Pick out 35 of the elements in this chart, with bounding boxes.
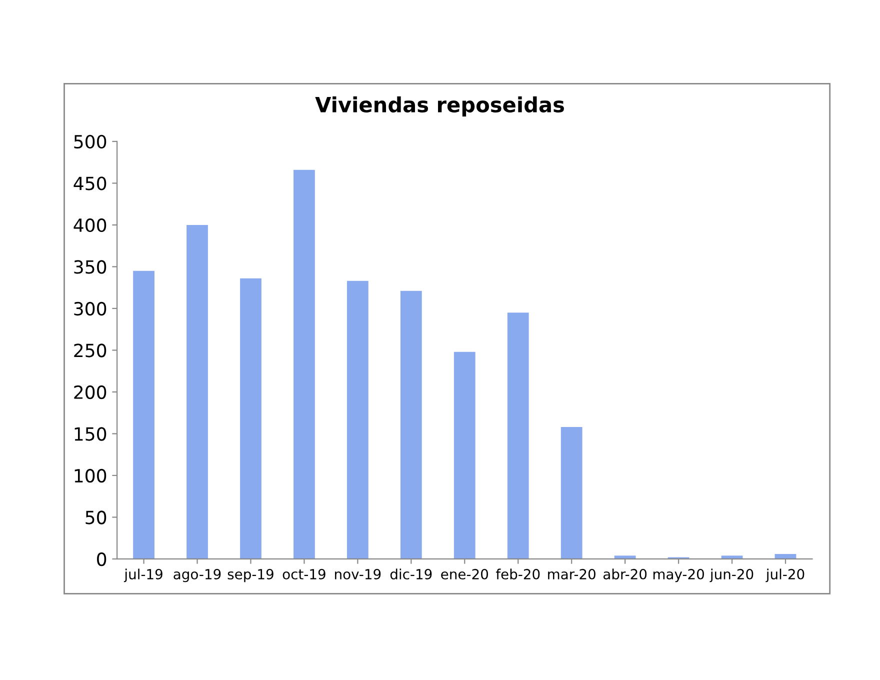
bar xyxy=(346,280,368,559)
bar xyxy=(507,312,529,559)
bar xyxy=(186,224,208,559)
chart-title: Viviendas reposeidas xyxy=(315,96,564,117)
bar xyxy=(294,170,315,559)
x-tick-label: jul-19 xyxy=(124,568,162,582)
x-tick-label: may-20 xyxy=(653,568,704,582)
y-tick-label: 150 xyxy=(74,427,106,441)
bar xyxy=(560,427,582,559)
x-tick-label: ago-19 xyxy=(174,568,221,582)
x-tick-label: dic-19 xyxy=(390,568,432,580)
y-tick-label: 500 xyxy=(74,134,106,149)
y-tick-label: 400 xyxy=(74,218,106,232)
y-tick-label: 250 xyxy=(74,344,106,358)
y-tick-label: 350 xyxy=(74,260,106,274)
bar xyxy=(240,278,262,559)
bar xyxy=(614,556,636,559)
x-tick-label: jul-20 xyxy=(766,568,804,582)
x-tick-label: oct-19 xyxy=(282,568,326,580)
bar xyxy=(454,352,476,559)
bar xyxy=(133,270,154,559)
x-tick-label: nov-19 xyxy=(335,568,381,580)
y-tick-label: 50 xyxy=(86,510,106,524)
y-tick-label: 200 xyxy=(74,385,106,400)
x-tick-label: mar-20 xyxy=(548,568,596,580)
y-tick-label: 450 xyxy=(74,176,106,190)
y-tick-label: 300 xyxy=(74,302,106,316)
bar xyxy=(400,290,422,559)
y-tick-label: 100 xyxy=(74,468,106,483)
x-tick-label: sep-19 xyxy=(228,568,274,582)
x-tick-label: jun-20 xyxy=(710,568,754,582)
x-tick-label: abr-20 xyxy=(603,568,647,580)
y-tick-label: 0 xyxy=(97,552,106,566)
x-tick-label: feb-20 xyxy=(496,568,540,580)
x-tick-label: ene-20 xyxy=(441,568,488,580)
